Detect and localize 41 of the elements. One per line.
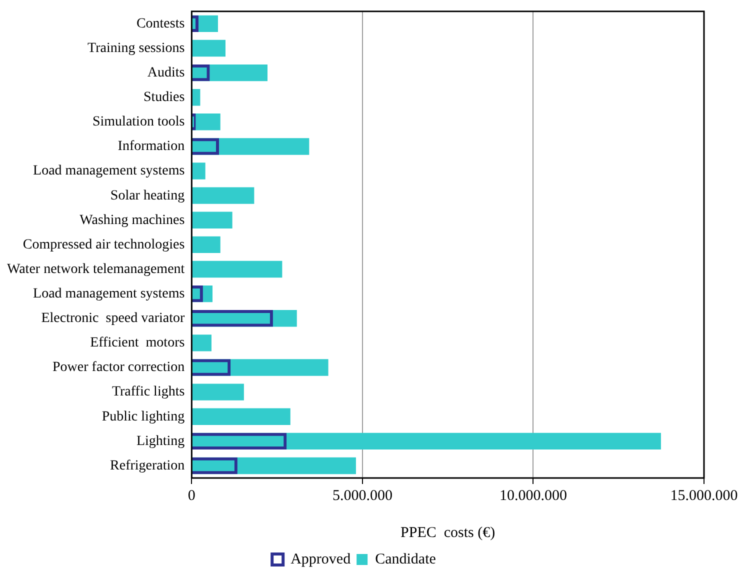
y-tick-label: Lighting (136, 434, 185, 449)
y-tick-label: Solar heating (110, 188, 185, 204)
y-tick-label: Electronic speed variator (41, 311, 186, 326)
bar (192, 89, 200, 106)
y-tick-label: Power factor correction (52, 360, 185, 376)
y-tick-label: Washing machines (80, 212, 185, 228)
bar (192, 138, 310, 155)
bar (192, 187, 254, 204)
bar (192, 359, 328, 376)
y-tick-label: Training sessions (88, 40, 185, 56)
y-tick-label: Public lighting (102, 409, 185, 424)
x-tick-label: 15.000.000 (670, 488, 738, 504)
y-tick-label: Audits (147, 65, 185, 80)
bar (192, 408, 290, 425)
bar (192, 40, 226, 57)
bar (192, 384, 244, 400)
x-tick-label: 5.000.000 (332, 488, 392, 504)
bar (192, 162, 206, 180)
legend-label: Approved (290, 551, 352, 568)
y-tick-label: Information (118, 139, 185, 154)
y-tick-label: Simulation tools (92, 114, 185, 130)
bar (192, 432, 661, 450)
y-tick-label: Load management systems (33, 286, 185, 302)
bar (192, 334, 212, 352)
bar (192, 236, 220, 254)
bar (192, 114, 220, 130)
y-tick-label: Water network telemanagement (6, 262, 185, 277)
y-tick-label: Load management systems (33, 164, 185, 179)
x-axis-title: PPEC costs (€) (400, 524, 496, 541)
x-tick-label: 0 (188, 488, 196, 504)
y-tick-label: Refrigeration (110, 458, 185, 474)
x-tick-label: 10.000.000 (499, 488, 567, 504)
y-tick-label: Compressed air technologies (22, 237, 185, 252)
y-tick-label: Traffic lights (112, 384, 185, 400)
bar (192, 260, 282, 278)
legend-label: Candidate (375, 551, 436, 568)
bar (192, 64, 268, 82)
y-tick-label: Contests (136, 16, 185, 32)
y-tick-label: Studies (143, 90, 185, 106)
y-tick-label: Efficient motors (90, 336, 185, 351)
bar (192, 212, 232, 228)
